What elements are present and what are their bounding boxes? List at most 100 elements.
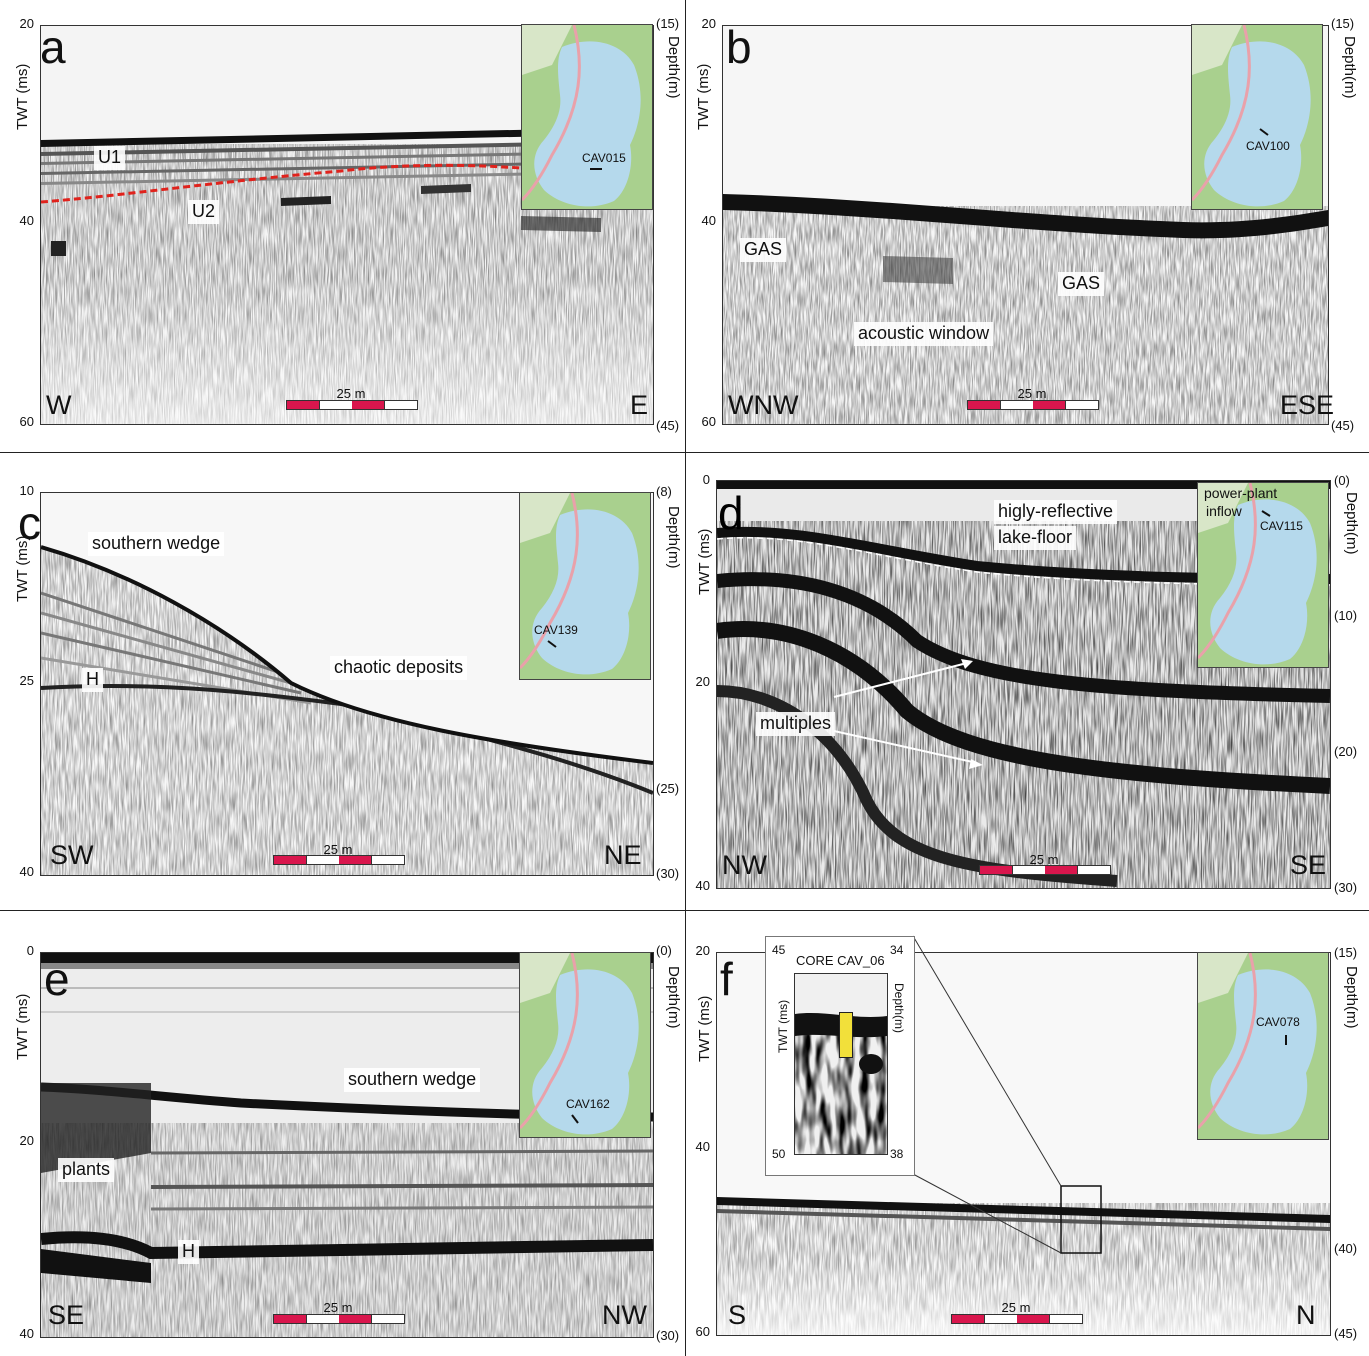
label-lake-floor: lake-floor — [994, 526, 1077, 550]
scale-bar — [273, 855, 405, 865]
tick-left: 10 — [19, 483, 34, 498]
tick-left: 40 — [19, 864, 34, 879]
tick-left: 25 — [19, 673, 34, 688]
tick-left: 40 — [19, 1326, 34, 1341]
tick-left: 20 — [19, 1133, 34, 1148]
label-highly-reflective: higly-reflective — [994, 500, 1118, 524]
tick-left: 60 — [695, 1324, 710, 1339]
location-map-inset: CAV139 — [519, 492, 651, 680]
tick-right: (45) — [656, 418, 680, 433]
location-map-inset: CAV100 — [1191, 24, 1323, 210]
tick-right: (0) — [1334, 473, 1350, 488]
tick-left: 60 — [19, 414, 34, 429]
scale-label: 25 m — [336, 386, 366, 401]
tick-right: (25) — [656, 781, 680, 796]
lake-map — [520, 953, 650, 1137]
core-inset: CORE CAV_06 45 50 34 38 TWT (ms) Depth(m… — [765, 936, 915, 1176]
label-chaotic-deposits: chaotic deposits — [330, 656, 468, 680]
seismic-profile-a — [40, 25, 654, 425]
tick-right: (10) — [1334, 608, 1358, 623]
station-label: CAV078 — [1256, 1015, 1300, 1029]
panel-letter: f — [720, 953, 733, 1005]
direction-left: S — [728, 1300, 747, 1330]
location-map-inset: power-plant inflow CAV115 — [1197, 482, 1329, 668]
scale-label: 25 m — [323, 842, 353, 857]
lake-map — [1192, 25, 1322, 209]
location-map-inset: CAV078 — [1197, 952, 1329, 1140]
core-axis-right: Depth(m) — [892, 983, 906, 1034]
lake-map — [1198, 483, 1328, 667]
panel-letter: b — [726, 21, 752, 73]
tick-left: 20 — [701, 16, 716, 31]
label-southern-wedge: southern wedge — [88, 532, 225, 556]
core-seismic — [794, 973, 888, 1155]
scale-label: 25 m — [323, 1300, 353, 1315]
direction-left: SW — [50, 840, 94, 870]
tick-left: 20 — [19, 16, 34, 31]
seismic-profile-c — [40, 492, 654, 876]
seismic-profile-e — [40, 952, 654, 1338]
label-h: H — [178, 1240, 199, 1264]
tick-left: 40 — [19, 213, 34, 228]
tick-right: (30) — [656, 866, 680, 881]
scale-bar — [286, 400, 418, 410]
label-gas-left: GAS — [740, 238, 787, 262]
station-label: CAV015 — [582, 151, 626, 165]
tick-right: (45) — [1331, 418, 1355, 433]
direction-left: WNW — [728, 390, 799, 420]
direction-right: NE — [604, 840, 642, 870]
tick-left: 20 — [695, 674, 710, 689]
station-label: CAV115 — [1260, 519, 1303, 533]
direction-left: W — [46, 390, 72, 420]
tick-left: 40 — [695, 1139, 710, 1154]
tick-right: (20) — [1334, 744, 1358, 759]
separator-vertical-top — [685, 0, 686, 452]
core-title: CORE CAV_06 — [796, 953, 885, 968]
panel-letter: a — [40, 21, 66, 73]
station-label: CAV162 — [566, 1097, 610, 1111]
separator-horizontal-top — [0, 452, 1369, 453]
tick-right: (15) — [1334, 945, 1358, 960]
panel-letter: c — [18, 497, 41, 549]
horizon-u1-u2 — [41, 163, 653, 204]
core-seismic-image — [795, 974, 887, 1154]
direction-right: N — [1296, 1300, 1316, 1330]
separator-vertical-bottom — [685, 452, 686, 1356]
direction-right: SE — [1290, 850, 1327, 880]
tick-left: 20 — [695, 943, 710, 958]
panel-letter: d — [718, 487, 744, 539]
tick-left: 0 — [26, 943, 34, 958]
tick-right: (15) — [1331, 16, 1355, 31]
direction-right: ESE — [1280, 390, 1335, 420]
station-label: CAV139 — [534, 623, 578, 637]
core-tick-left: 45 — [772, 943, 786, 957]
tick-left: 0 — [702, 472, 710, 487]
lake-map — [522, 25, 652, 209]
location-map-inset: CAV015 — [521, 24, 653, 210]
scale-bar — [979, 865, 1111, 875]
tick-right: (8) — [656, 484, 672, 499]
tick-right: (15) — [656, 16, 680, 31]
power-plant-label: power-plant — [1204, 485, 1278, 501]
location-map-inset: CAV162 — [519, 952, 651, 1138]
direction-right: NW — [602, 1300, 647, 1330]
direction-left: NW — [722, 850, 767, 880]
label-acoustic-window: acoustic window — [854, 322, 994, 346]
tick-left: 40 — [695, 878, 710, 893]
tick-right: (0) — [656, 943, 672, 958]
scale-label: 25 m — [1029, 852, 1059, 867]
seismic-image-c — [41, 493, 653, 875]
label-u1: U1 — [94, 146, 126, 170]
seismic-profile-d — [716, 480, 1331, 889]
core-sample — [839, 1012, 853, 1058]
axis-title-left: TWT (ms) — [696, 995, 713, 1062]
scale-bar — [273, 1314, 405, 1324]
core-tick-left: 50 — [772, 1147, 786, 1161]
direction-left: SE — [48, 1300, 85, 1330]
scale-bar — [951, 1314, 1083, 1324]
lake-map — [1198, 953, 1328, 1139]
label-u2: U2 — [188, 200, 220, 224]
direction-right: E — [630, 390, 649, 420]
tick-left: 40 — [701, 213, 716, 228]
